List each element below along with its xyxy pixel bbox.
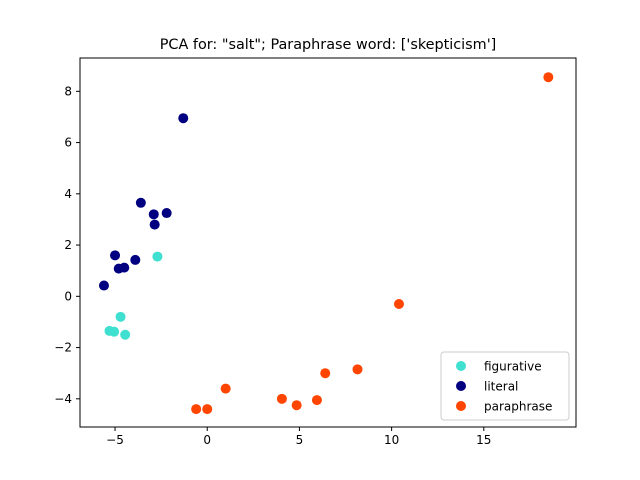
plot-area bbox=[98, 72, 554, 415]
legend-marker-paraphrase bbox=[456, 401, 466, 411]
figurative-point bbox=[109, 326, 120, 337]
x-tick-label: −5 bbox=[106, 433, 124, 447]
literal-point bbox=[148, 209, 159, 220]
literal-point bbox=[98, 280, 109, 291]
x-tick-label: 10 bbox=[384, 433, 399, 447]
y-tick-label: 8 bbox=[64, 84, 72, 98]
x-axis: −5 0 5 10 15 bbox=[106, 427, 491, 447]
chart-title: PCA for: "salt"; Paraphrase word: ['skep… bbox=[160, 37, 497, 53]
literal-point bbox=[110, 250, 121, 261]
paraphrase-point bbox=[220, 383, 231, 394]
figurative-point bbox=[120, 329, 131, 340]
x-tick-label: 5 bbox=[296, 433, 304, 447]
figurative-point bbox=[115, 311, 126, 322]
legend-box bbox=[440, 351, 570, 421]
literal-point bbox=[178, 113, 189, 124]
x-tick-label: 15 bbox=[476, 433, 491, 447]
y-tick-label: 6 bbox=[64, 136, 72, 150]
figurative-point bbox=[152, 251, 163, 262]
paraphrase-point bbox=[320, 368, 331, 379]
legend-marker-figurative bbox=[456, 361, 466, 371]
legend-label-paraphrase: paraphrase bbox=[484, 400, 552, 414]
y-axis: −4 −2 0 2 4 6 8 bbox=[54, 84, 80, 406]
y-tick-label: −2 bbox=[54, 341, 72, 355]
series-paraphrase bbox=[191, 72, 554, 415]
literal-point bbox=[161, 208, 172, 219]
paraphrase-point bbox=[276, 393, 287, 404]
paraphrase-point bbox=[202, 404, 213, 415]
paraphrase-point bbox=[291, 400, 302, 411]
paraphrase-point bbox=[543, 72, 554, 83]
legend: figurative literal paraphrase bbox=[440, 351, 570, 421]
paraphrase-point bbox=[311, 395, 322, 406]
literal-point bbox=[149, 219, 160, 230]
series-figurative bbox=[104, 251, 163, 340]
paraphrase-point bbox=[393, 299, 404, 309]
y-tick-label: 2 bbox=[64, 238, 72, 252]
literal-point bbox=[135, 197, 146, 208]
legend-marker-literal bbox=[456, 381, 466, 391]
y-tick-label: 4 bbox=[64, 187, 72, 201]
x-tick-label: 0 bbox=[203, 433, 211, 447]
series-literal bbox=[98, 113, 189, 291]
literal-point bbox=[130, 254, 141, 265]
paraphrase-point bbox=[191, 404, 202, 415]
y-tick-label: 0 bbox=[64, 289, 72, 303]
legend-label-figurative: figurative bbox=[484, 360, 542, 374]
literal-point bbox=[119, 262, 130, 273]
paraphrase-point bbox=[352, 364, 363, 375]
legend-label-literal: literal bbox=[484, 380, 518, 394]
y-tick-label: −4 bbox=[54, 392, 72, 406]
axes-frame bbox=[79, 57, 577, 428]
